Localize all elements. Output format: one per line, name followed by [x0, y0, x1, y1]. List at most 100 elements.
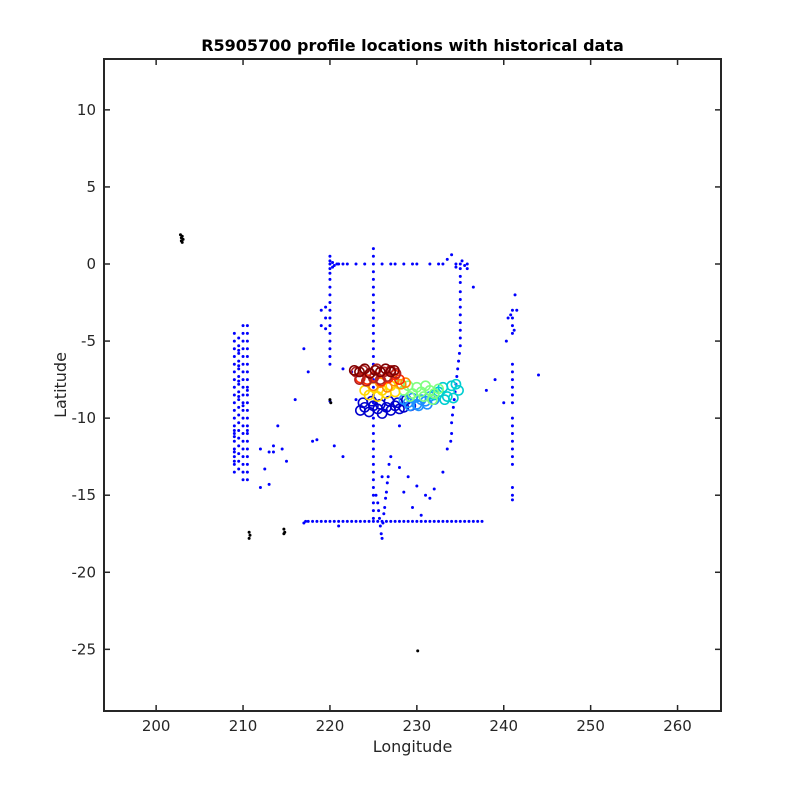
data-point-s0-175	[463, 519, 467, 523]
data-point-s0-128	[354, 398, 358, 402]
data-point-s0-224	[237, 395, 241, 399]
data-point-s0-225	[241, 324, 245, 328]
data-point-s0-151	[358, 519, 362, 523]
data-point-s0-289	[510, 393, 514, 397]
data-point-s0-12	[328, 331, 332, 335]
data-point-s0-33	[393, 262, 397, 266]
chart-title: R5905700 profile locations with historic…	[201, 36, 624, 55]
data-point-s0-83	[371, 516, 375, 520]
data-point-s0-248	[245, 331, 249, 335]
data-point-s0-4	[328, 271, 332, 275]
data-point-circle-s10-3	[364, 368, 376, 379]
data-point-circle-s4-5	[450, 378, 462, 390]
data-point-s0-263	[245, 447, 249, 451]
data-point-s0-0	[328, 254, 332, 258]
data-point-s0-50	[371, 262, 375, 266]
data-point-s0-119	[450, 421, 454, 425]
data-point-s0-246	[241, 404, 245, 408]
data-point-s0-155	[376, 519, 380, 523]
data-point-s0-252	[245, 362, 249, 366]
data-point-s0-321	[419, 513, 423, 517]
data-point-s0-253	[245, 370, 249, 374]
data-point-s0-226	[241, 331, 245, 335]
data-point-s0-290	[510, 401, 514, 405]
data-point-s0-242	[241, 455, 245, 459]
data-point-s0-62	[371, 354, 375, 358]
data-point-s0-142	[319, 519, 323, 523]
data-point-s0-310	[537, 373, 541, 377]
data-point-s0-96	[385, 481, 389, 485]
data-point-s0-87	[377, 516, 381, 520]
data-point-s0-150	[354, 519, 358, 523]
data-point-s0-10	[328, 316, 332, 320]
data-point-s0-205	[237, 351, 241, 355]
data-point-s0-219	[237, 459, 241, 463]
data-point-s0-47	[454, 265, 458, 269]
data-point-s0-16	[328, 362, 332, 366]
data-point-circle-s5-10	[404, 391, 416, 402]
data-point-s0-235	[241, 401, 245, 405]
data-point-s0-28	[345, 262, 349, 266]
data-point-s0-173	[454, 519, 458, 523]
data-point-circle-s4-3	[441, 391, 453, 402]
data-point-s0-39	[441, 262, 445, 266]
data-point-s0-266	[245, 470, 249, 474]
data-point-s0-43	[458, 262, 462, 266]
data-point-s0-191	[232, 416, 236, 420]
data-point-s0-60	[371, 339, 375, 343]
data-point-s0-200	[232, 435, 236, 439]
data-point-s0-21	[319, 324, 323, 328]
data-point-s0-88	[378, 524, 382, 528]
data-point-s0-274	[267, 450, 271, 454]
data-point-s0-36	[415, 262, 419, 266]
data-point-s0-3	[328, 267, 332, 271]
data-point-s0-187	[232, 385, 236, 389]
data-point-s0-61	[371, 347, 375, 351]
data-point-s0-272	[267, 482, 271, 486]
data-point-s0-299	[510, 493, 514, 497]
data-point-s1-11	[282, 527, 286, 531]
data-point-s0-244	[241, 470, 245, 474]
y-tick-label-7: -25	[72, 640, 97, 658]
data-point-s0-149	[350, 519, 354, 523]
data-point-s0-52	[371, 277, 375, 281]
data-point-s0-152	[363, 519, 367, 523]
data-point-s0-302	[509, 313, 513, 317]
data-point-s0-90	[380, 536, 384, 540]
data-point-s0-141	[315, 519, 319, 523]
data-point-s0-183	[232, 354, 236, 358]
data-point-circle-s5-9	[433, 383, 444, 395]
data-point-s0-49	[371, 254, 375, 258]
data-point-s0-66	[371, 385, 375, 389]
data-point-s0-74	[371, 447, 375, 451]
data-point-s0-264	[245, 455, 249, 459]
data-point-s0-229	[241, 354, 245, 358]
data-point-s0-163	[411, 519, 414, 523]
data-point-s0-56	[371, 308, 375, 312]
data-point-circle-s10-0	[348, 364, 360, 376]
data-point-s0-5	[328, 277, 332, 281]
data-point-s0-177	[471, 519, 475, 523]
data-point-s0-314	[406, 475, 410, 479]
data-point-s1-13	[282, 532, 286, 536]
data-marks	[178, 233, 541, 653]
data-point-s0-129	[341, 455, 345, 459]
data-point-s0-215	[237, 428, 241, 432]
data-point-s0-57	[371, 316, 375, 320]
data-point-s0-1	[328, 259, 332, 263]
data-point-s0-146	[337, 519, 341, 523]
data-point-s0-139	[306, 519, 310, 523]
data-point-s0-110	[457, 351, 461, 355]
data-point-s0-8	[328, 301, 332, 305]
data-point-s0-238	[241, 424, 245, 428]
data-point-s0-195	[232, 447, 236, 451]
data-point-s0-93	[383, 506, 387, 510]
data-point-s0-153	[367, 519, 371, 523]
data-point-s0-116	[452, 398, 456, 402]
data-point-s0-291	[510, 416, 514, 420]
data-point-s0-189	[232, 401, 236, 405]
data-point-s0-95	[384, 490, 388, 494]
data-point-s0-112	[456, 367, 460, 371]
data-point-s0-243	[241, 462, 245, 466]
